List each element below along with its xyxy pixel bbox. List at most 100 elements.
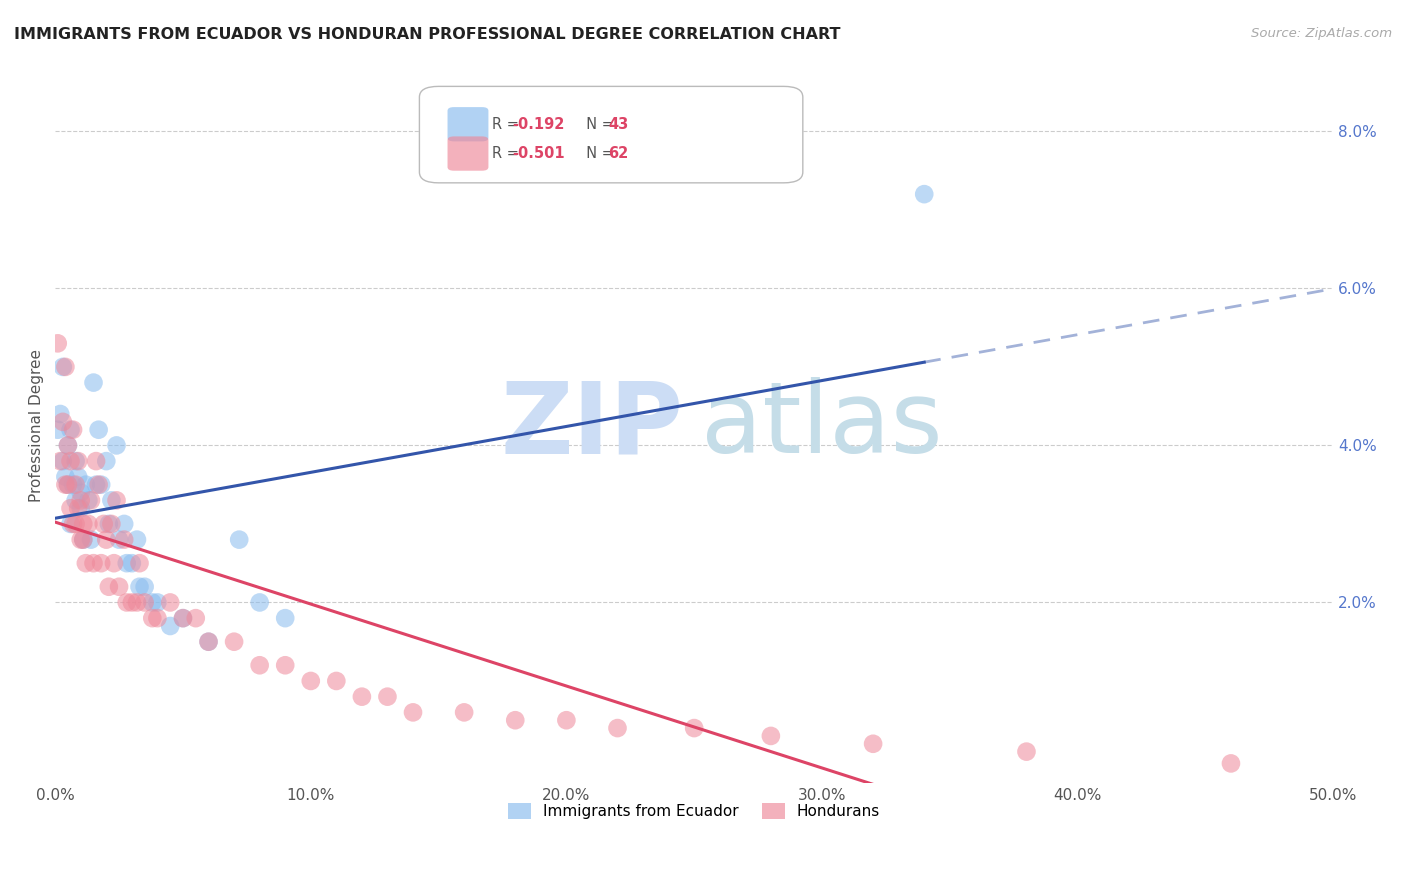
Point <box>128 580 150 594</box>
Point <box>80 533 103 547</box>
Point <box>299 673 322 688</box>
Point <box>65 454 87 468</box>
Point <box>46 423 69 437</box>
Point <box>115 556 138 570</box>
Point <box>108 533 131 547</box>
Point <box>112 533 135 547</box>
Point <box>87 423 110 437</box>
Point <box>103 556 125 570</box>
Point <box>62 423 84 437</box>
Point <box>184 611 207 625</box>
Point <box>453 706 475 720</box>
Point <box>52 359 75 374</box>
Point <box>83 376 105 390</box>
Point <box>146 611 169 625</box>
Point <box>75 477 97 491</box>
Point <box>96 533 118 547</box>
Point <box>249 658 271 673</box>
Point <box>377 690 399 704</box>
Point <box>84 454 107 468</box>
Text: Source: ZipAtlas.com: Source: ZipAtlas.com <box>1251 27 1392 40</box>
Point <box>125 595 148 609</box>
Text: R =: R = <box>492 117 524 132</box>
Point <box>62 477 84 491</box>
Point <box>65 493 87 508</box>
Point <box>141 611 163 625</box>
Point <box>49 454 72 468</box>
Point <box>134 595 156 609</box>
Point <box>72 516 94 531</box>
Legend: Immigrants from Ecuador, Hondurans: Immigrants from Ecuador, Hondurans <box>502 797 886 825</box>
Point <box>503 713 526 727</box>
Point <box>105 438 128 452</box>
Text: 62: 62 <box>609 146 628 161</box>
Point <box>121 595 143 609</box>
FancyBboxPatch shape <box>447 136 488 170</box>
Point <box>100 516 122 531</box>
Point <box>222 634 245 648</box>
Point <box>69 493 91 508</box>
Point <box>172 611 194 625</box>
Point <box>65 516 87 531</box>
Point <box>100 493 122 508</box>
Point <box>49 407 72 421</box>
Point <box>55 477 77 491</box>
Point <box>62 516 84 531</box>
Point <box>46 336 69 351</box>
Point <box>56 438 79 452</box>
Text: -0.501: -0.501 <box>513 146 565 161</box>
Point <box>69 501 91 516</box>
Point <box>912 187 935 202</box>
Point <box>172 611 194 625</box>
Point <box>159 619 181 633</box>
Point <box>197 634 219 648</box>
Text: ZIP: ZIP <box>501 377 683 475</box>
Point <box>77 493 100 508</box>
Point <box>72 533 94 547</box>
Point <box>197 634 219 648</box>
Point <box>112 516 135 531</box>
Point <box>249 595 271 609</box>
Point <box>134 580 156 594</box>
Point <box>56 477 79 491</box>
Point <box>1015 745 1038 759</box>
Text: atlas: atlas <box>702 377 943 475</box>
Point <box>228 533 250 547</box>
Point <box>59 516 82 531</box>
Point <box>59 454 82 468</box>
Point <box>121 556 143 570</box>
Point <box>77 516 100 531</box>
Point <box>93 516 115 531</box>
Point <box>55 470 77 484</box>
Point <box>84 477 107 491</box>
Point <box>97 516 120 531</box>
Point <box>69 533 91 547</box>
Point <box>128 556 150 570</box>
Point <box>97 580 120 594</box>
Point <box>65 477 87 491</box>
Text: N =: N = <box>576 146 619 161</box>
Point <box>56 477 79 491</box>
Point <box>67 470 90 484</box>
Point <box>75 556 97 570</box>
Point <box>96 454 118 468</box>
Text: 43: 43 <box>609 117 628 132</box>
Point <box>90 477 112 491</box>
Text: -0.192: -0.192 <box>513 117 565 132</box>
Y-axis label: Professional Degree: Professional Degree <box>30 350 44 502</box>
Point <box>105 493 128 508</box>
Point <box>55 359 77 374</box>
Point <box>80 493 103 508</box>
Point <box>350 690 373 704</box>
Point <box>90 556 112 570</box>
Text: N =: N = <box>576 117 619 132</box>
Point <box>59 423 82 437</box>
Text: IMMIGRANTS FROM ECUADOR VS HONDURAN PROFESSIONAL DEGREE CORRELATION CHART: IMMIGRANTS FROM ECUADOR VS HONDURAN PROF… <box>14 27 841 42</box>
Point <box>72 533 94 547</box>
Point <box>125 533 148 547</box>
Point <box>67 501 90 516</box>
Point <box>67 454 90 468</box>
Point <box>108 580 131 594</box>
Point <box>274 611 297 625</box>
Point <box>83 556 105 570</box>
